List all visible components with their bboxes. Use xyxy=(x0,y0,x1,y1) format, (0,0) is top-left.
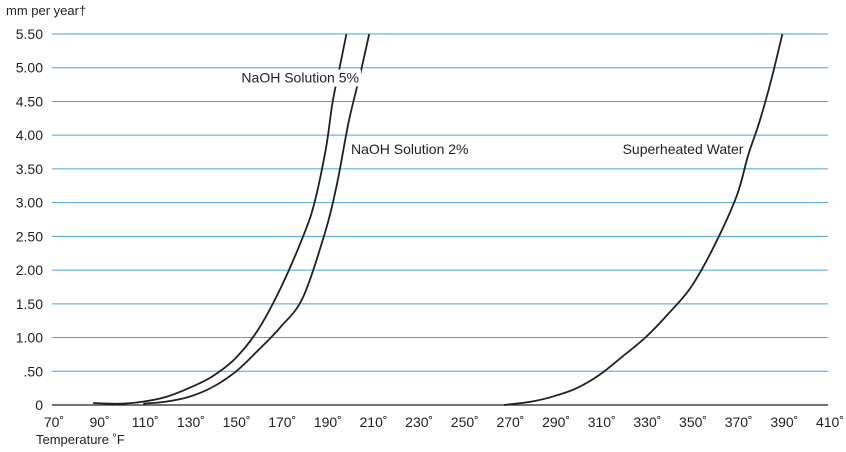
x-tick-label: 110˚ xyxy=(132,414,159,430)
x-tick-label: 270˚ xyxy=(496,414,524,430)
y-tick-label: 1.00 xyxy=(16,330,43,346)
x-tick-label: 230˚ xyxy=(405,414,433,430)
series-line xyxy=(143,33,371,405)
y-tick-label: 4.00 xyxy=(16,127,43,143)
series-lines xyxy=(93,33,784,406)
y-tick-label: 0 xyxy=(35,397,43,413)
annotation-background xyxy=(620,141,746,159)
x-tick-label: 250˚ xyxy=(451,414,479,430)
x-tick-label: 190˚ xyxy=(314,414,342,430)
y-tick-label: .50 xyxy=(24,363,44,379)
x-tick-label: 150˚ xyxy=(223,414,251,430)
x-tick-label: 170˚ xyxy=(268,414,296,430)
y-tick-label: 2.50 xyxy=(16,228,43,244)
x-tick-label: 330˚ xyxy=(633,414,661,430)
y-tick-label: 4.50 xyxy=(16,93,43,109)
series-line xyxy=(93,33,348,405)
annotation-background xyxy=(348,141,471,159)
series-annotations: NaOH Solution 5% NaOH Solution 2% Superhea… xyxy=(239,69,746,159)
grid-lines xyxy=(52,33,828,406)
series-annotation: NaOH Solution 2% xyxy=(351,141,469,157)
y-axis-label: mm per year† xyxy=(6,3,87,18)
x-tick-label: 390˚ xyxy=(770,414,798,430)
y-tick-label: 3.50 xyxy=(16,161,43,177)
y-tick-label: 1.50 xyxy=(16,296,43,312)
y-tick-label: 2.00 xyxy=(16,262,43,278)
x-tick-label: 310˚ xyxy=(588,414,616,430)
x-tick-labels: 70˚ 90˚ 110˚ 130˚ 150˚ 170˚ 190˚ 210˚ 230˚ 250˚ 27… xyxy=(44,414,844,430)
y-tick-labels: 0 .50 1.00 1.50 2.00 2.50 3.00 3.50 4.00 4.50 5.00… xyxy=(16,26,43,413)
x-tick-label: 410˚ xyxy=(816,414,844,430)
x-tick-label: 350˚ xyxy=(679,414,707,430)
x-tick-label: 370˚ xyxy=(725,414,753,430)
series-line xyxy=(503,33,784,406)
x-tick-label: 290˚ xyxy=(542,414,570,430)
y-tick-label: 3.00 xyxy=(16,195,43,211)
x-axis-label: Temperature ˚F xyxy=(36,432,125,447)
annotation-background xyxy=(239,69,361,87)
x-tick-label: 210˚ xyxy=(360,414,388,430)
y-tick-label: 5.50 xyxy=(16,26,43,42)
series-annotation: NaOH Solution 5% xyxy=(241,70,359,86)
y-tick-label: 5.00 xyxy=(16,60,43,76)
x-tick-label: 130˚ xyxy=(177,414,205,430)
x-tick-label: 90˚ xyxy=(90,414,110,430)
x-tick-label: 70˚ xyxy=(44,414,64,430)
series-annotation: Superheated Water xyxy=(623,141,744,157)
